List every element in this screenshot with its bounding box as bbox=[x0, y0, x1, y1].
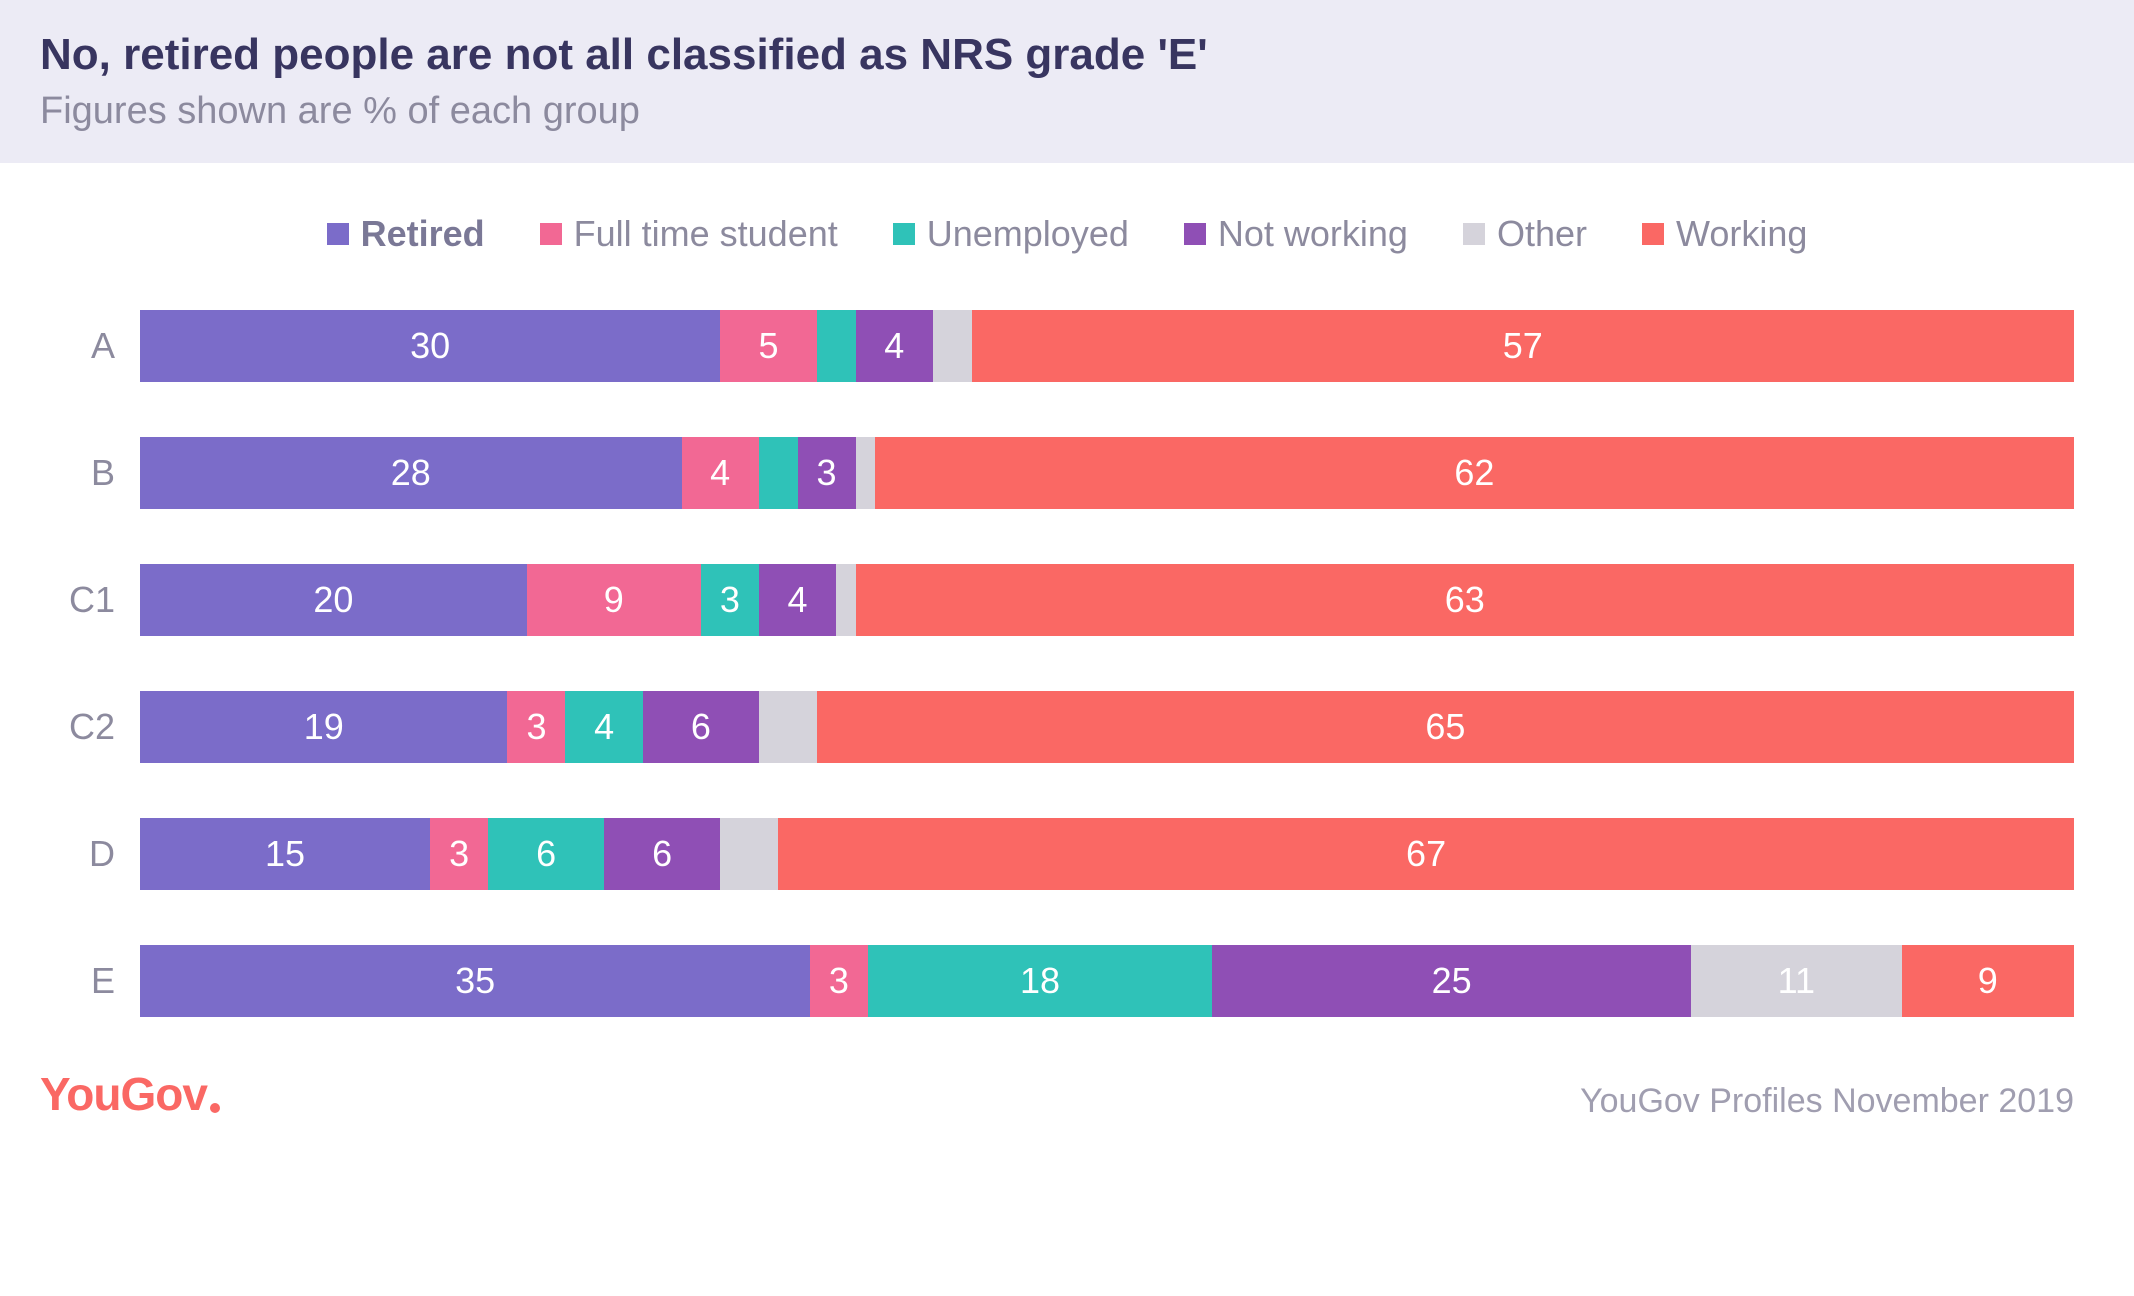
bar-segment-retired: 19 bbox=[140, 691, 507, 763]
bar-segment-unemployed bbox=[817, 310, 856, 382]
category-label: C2 bbox=[60, 706, 140, 748]
legend-item-working: Working bbox=[1642, 213, 1807, 255]
stacked-bar: 3531825119 bbox=[140, 945, 2074, 1017]
legend-swatch-icon bbox=[327, 223, 349, 245]
legend-swatch-icon bbox=[540, 223, 562, 245]
category-label: B bbox=[60, 452, 140, 494]
bar-segment-unemployed: 3 bbox=[701, 564, 759, 636]
legend-swatch-icon bbox=[893, 223, 915, 245]
bar-row: D1536667 bbox=[60, 818, 2074, 890]
bar-segment-retired: 28 bbox=[140, 437, 682, 509]
bar-segment-notworking: 4 bbox=[856, 310, 933, 382]
bar-segment-other bbox=[759, 691, 817, 763]
stacked-bar: 20934 63 bbox=[140, 564, 2074, 636]
bar-segment-notworking: 4 bbox=[759, 564, 836, 636]
bar-segment-working: 65 bbox=[817, 691, 2074, 763]
legend-item-other: Other bbox=[1463, 213, 1587, 255]
bar-segment-working: 67 bbox=[778, 818, 2074, 890]
bar-segment-working: 57 bbox=[972, 310, 2074, 382]
bar-row: C219346 65 bbox=[60, 691, 2074, 763]
legend-item-unemployed: Unemployed bbox=[893, 213, 1129, 255]
bar-segment-unemployed: 6 bbox=[488, 818, 604, 890]
legend-label: Unemployed bbox=[927, 213, 1129, 255]
stacked-bar: 1536667 bbox=[140, 818, 2074, 890]
logo-text: YouGov bbox=[40, 1068, 207, 1120]
legend-label: Working bbox=[1676, 213, 1807, 255]
bar-segment-student: 3 bbox=[507, 691, 565, 763]
chart-header: No, retired people are not all classifie… bbox=[0, 0, 2134, 163]
chart-subtitle: Figures shown are % of each group bbox=[40, 90, 2094, 133]
bar-row: B2843 62 bbox=[60, 437, 2074, 509]
bar-segment-working: 63 bbox=[856, 564, 2074, 636]
legend-swatch-icon bbox=[1463, 223, 1485, 245]
bar-segment-unemployed: 4 bbox=[565, 691, 642, 763]
bar-segment-unemployed bbox=[759, 437, 798, 509]
bar-segment-working: 62 bbox=[875, 437, 2074, 509]
category-label: A bbox=[60, 325, 140, 367]
bar-segment-retired: 30 bbox=[140, 310, 720, 382]
bar-segment-notworking: 25 bbox=[1212, 945, 1691, 1017]
category-label: E bbox=[60, 960, 140, 1002]
stacked-bar: 19346 65 bbox=[140, 691, 2074, 763]
legend-label: Retired bbox=[361, 213, 485, 255]
bar-segment-student: 5 bbox=[720, 310, 817, 382]
legend-label: Full time student bbox=[574, 213, 838, 255]
bar-rows: A305457B284362C12093463C21934665D1536667… bbox=[60, 310, 2074, 1017]
chart-footer: YouGov YouGov Profiles November 2019 bbox=[0, 1047, 2134, 1121]
yougov-logo: YouGov bbox=[40, 1067, 220, 1121]
bar-segment-student: 9 bbox=[527, 564, 701, 636]
bar-segment-retired: 20 bbox=[140, 564, 527, 636]
bar-segment-student: 3 bbox=[430, 818, 488, 890]
bar-row: A3054 57 bbox=[60, 310, 2074, 382]
legend-swatch-icon bbox=[1642, 223, 1664, 245]
stacked-bar: 3054 57 bbox=[140, 310, 2074, 382]
legend-item-student: Full time student bbox=[540, 213, 838, 255]
chart-area: Retired Full time student Unemployed Not wo… bbox=[0, 163, 2134, 1047]
bar-segment-notworking: 3 bbox=[798, 437, 856, 509]
source-text: YouGov Profiles November 2019 bbox=[1580, 1082, 2074, 1121]
bar-segment-notworking: 6 bbox=[604, 818, 720, 890]
bar-segment-retired: 15 bbox=[140, 818, 430, 890]
category-label: C1 bbox=[60, 579, 140, 621]
bar-row: C120934 63 bbox=[60, 564, 2074, 636]
bar-segment-other bbox=[836, 564, 855, 636]
bar-segment-student: 4 bbox=[682, 437, 759, 509]
bar-segment-working: 9 bbox=[1902, 945, 2074, 1017]
bar-segment-student: 3 bbox=[810, 945, 867, 1017]
chart-title: No, retired people are not all classifie… bbox=[40, 30, 2094, 80]
bar-segment-other bbox=[720, 818, 778, 890]
bar-segment-other bbox=[933, 310, 972, 382]
category-label: D bbox=[60, 833, 140, 875]
legend-label: Other bbox=[1497, 213, 1587, 255]
legend: Retired Full time student Unemployed Not wo… bbox=[60, 213, 2074, 255]
legend-swatch-icon bbox=[1184, 223, 1206, 245]
bar-row: E3531825119 bbox=[60, 945, 2074, 1017]
legend-item-notworking: Not working bbox=[1184, 213, 1408, 255]
bar-segment-unemployed: 18 bbox=[868, 945, 1213, 1017]
bar-segment-other: 11 bbox=[1691, 945, 1902, 1017]
bar-segment-notworking: 6 bbox=[643, 691, 759, 763]
legend-label: Not working bbox=[1218, 213, 1408, 255]
bar-segment-other bbox=[856, 437, 875, 509]
legend-item-retired: Retired bbox=[327, 213, 485, 255]
bar-segment-retired: 35 bbox=[140, 945, 810, 1017]
logo-dot-icon bbox=[210, 1103, 220, 1113]
stacked-bar: 2843 62 bbox=[140, 437, 2074, 509]
